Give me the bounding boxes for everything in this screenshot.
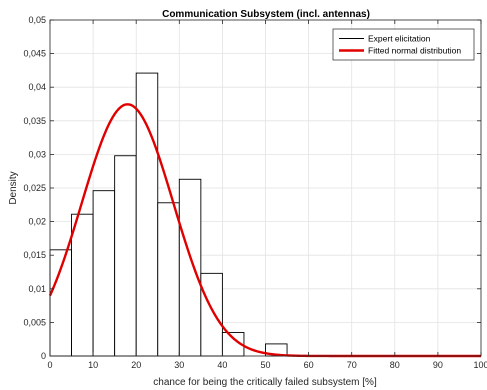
y-tick-label: 0,025 [23, 183, 46, 193]
legend-label-fitted-normal: Fitted normal distribution [368, 46, 461, 56]
y-tick-label: 0,02 [28, 217, 46, 227]
y-tick-label: 0,045 [23, 49, 46, 59]
histogram-bar [135, 72, 159, 357]
histogram-bar [200, 272, 223, 357]
y-tick-label: 0,04 [28, 82, 46, 92]
y-tick-label: 0 [41, 351, 46, 361]
x-tick-label: 60 [304, 360, 314, 370]
x-axis-ticks: 0 10 20 30 40 50 60 70 80 90 100 [47, 20, 487, 370]
chart-title: Communication Subsystem (incl. antennas) [162, 9, 370, 20]
legend-label-expert-elicitation: Expert elicitation [368, 34, 431, 44]
x-tick-label: 30 [174, 360, 184, 370]
x-tick-label: 10 [88, 360, 98, 370]
x-tick-label: 70 [347, 360, 357, 370]
y-tick-label: 0,015 [23, 250, 46, 260]
x-axis-title: chance for being the critically failed s… [153, 377, 377, 388]
y-tick-label: 0,035 [23, 116, 46, 126]
x-tick-label: 80 [390, 360, 400, 370]
histogram-bar [114, 155, 137, 357]
histogram-bar [71, 213, 94, 357]
histogram-bar [157, 202, 180, 357]
x-tick-label: 40 [217, 360, 227, 370]
y-axis-ticks: 0 0,005 0,01 0,015 0,02 0,025 0,03 0,035 0,04 0,0… [23, 15, 481, 361]
y-tick-label: 0,005 [23, 317, 46, 327]
y-tick-label: 0,05 [28, 15, 46, 25]
x-tick-label: 90 [433, 360, 443, 370]
y-tick-label: 0,01 [28, 284, 46, 294]
x-tick-label: 100 [473, 360, 487, 370]
x-tick-label: 50 [260, 360, 270, 370]
x-tick-label: 0 [47, 360, 52, 370]
y-tick-label: 0,03 [28, 149, 46, 159]
histogram-bars [49, 72, 288, 357]
x-tick-label: 20 [131, 360, 141, 370]
legend-box [332, 28, 475, 61]
y-axis-title: Density [8, 171, 19, 204]
legend: Expert elicitation Fitted normal distrib… [332, 28, 475, 61]
histogram-bar [92, 190, 116, 357]
histogram-bar [178, 178, 202, 357]
